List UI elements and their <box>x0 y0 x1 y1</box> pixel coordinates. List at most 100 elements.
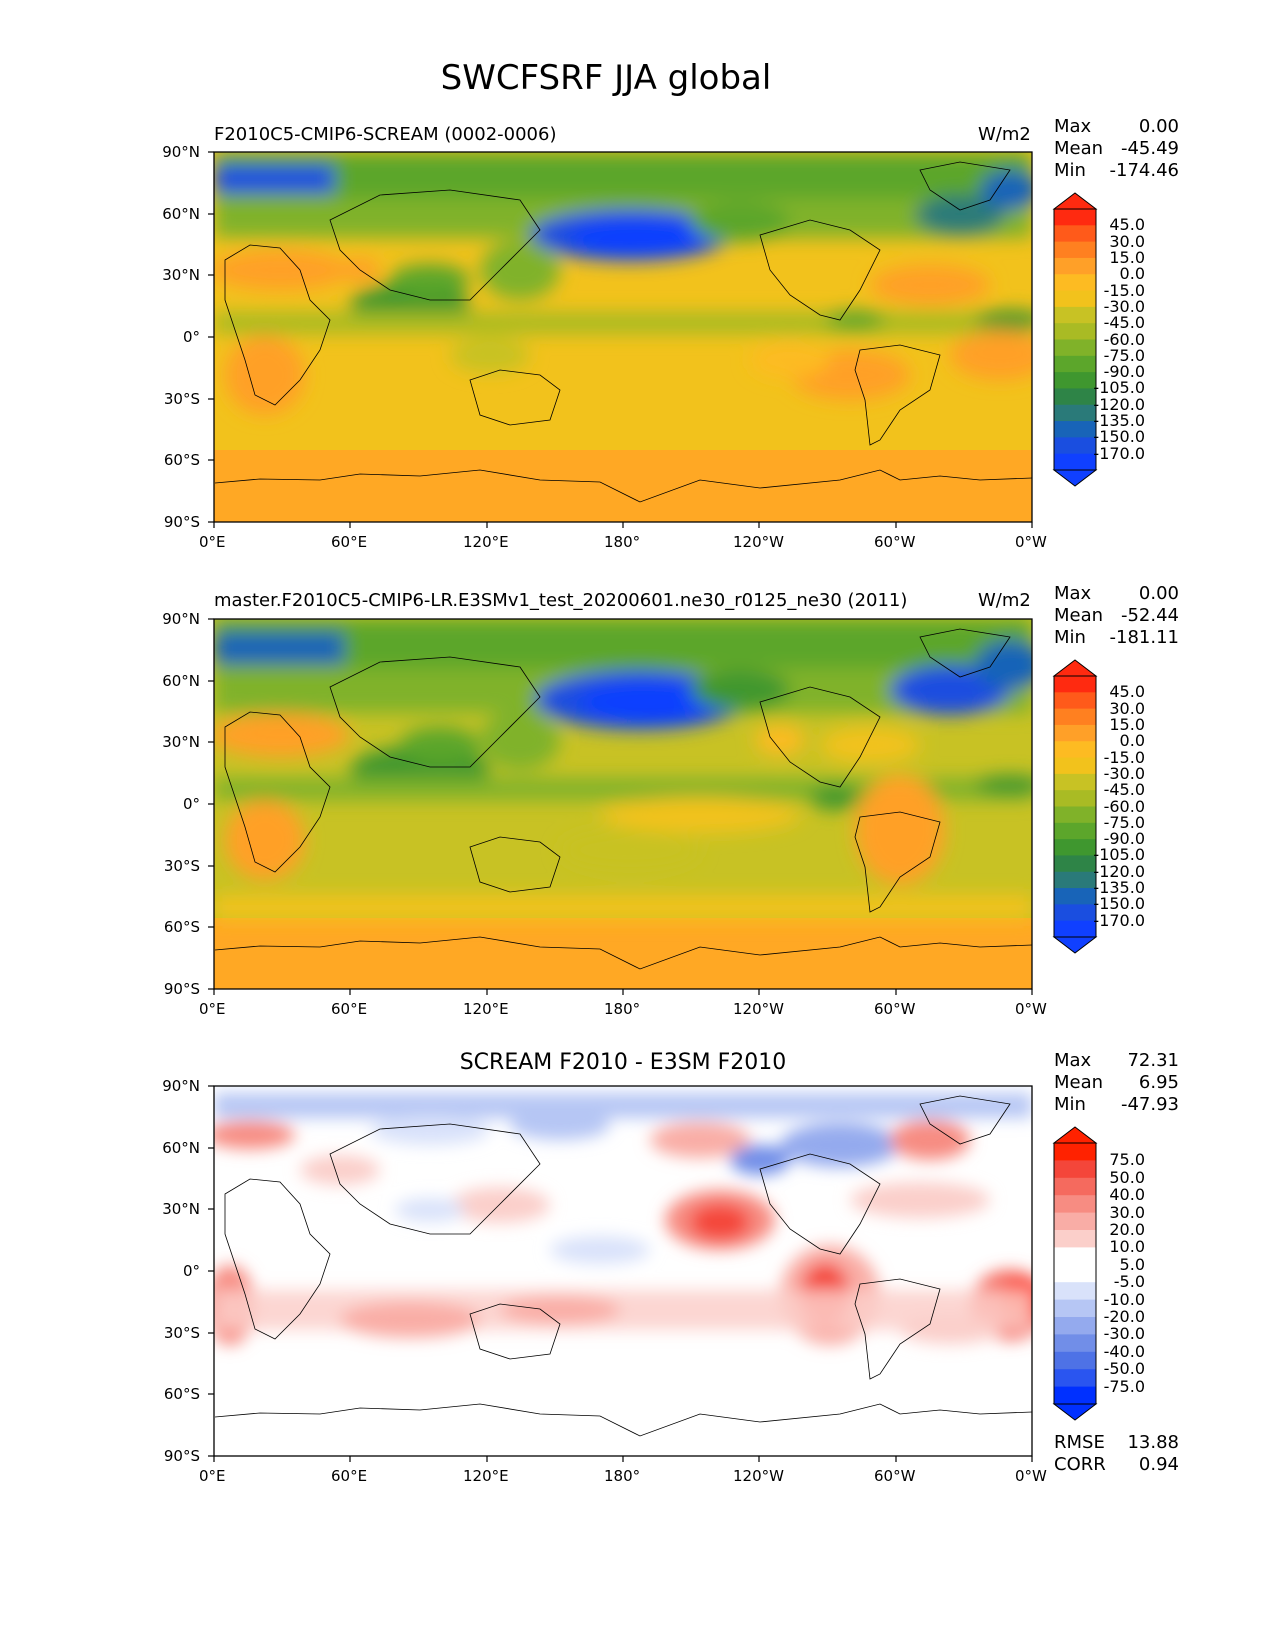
colorbar-tick-label: -170.0 <box>1093 443 1145 463</box>
panel3-colorbar <box>1052 1126 1098 1421</box>
panel3-lon-label-0w: 0°W <box>1015 1467 1047 1485</box>
panel3-lon-label-180: 180° <box>604 1467 641 1485</box>
panel1-lon-label-180: 180° <box>604 533 641 551</box>
panel3-lon-label-60e: 60°E <box>331 1467 368 1485</box>
panel1-coastlines <box>214 161 1032 503</box>
colorbar-tick-label: -5.0 <box>1113 1272 1145 1292</box>
colorbar-segment <box>1054 839 1096 857</box>
colorbar-tick-label: 30.0 <box>1109 698 1145 718</box>
colorbar-segment <box>1054 871 1096 889</box>
panel2-lat-label-60n: 60°N <box>162 672 200 690</box>
colorbar-tick-label: -105.0 <box>1093 378 1145 398</box>
colorbar-tick-label: 5.0 <box>1119 1254 1145 1274</box>
colorbar-tick-label: -60.0 <box>1103 329 1145 349</box>
panel1-lon-label-60e: 60°E <box>331 533 368 551</box>
panel1-lon-label-120e: 120°E <box>463 533 509 551</box>
panel2-lon-label-120w: 120°W <box>733 1000 784 1018</box>
colorbar-tick-label: -120.0 <box>1093 394 1145 414</box>
panel2-lon-label-180: 180° <box>604 1000 641 1018</box>
panel2-coastlines <box>214 628 1032 970</box>
panel3-corr-label: CORR <box>1054 1454 1106 1475</box>
colorbar-tick-label: -150.0 <box>1093 427 1145 447</box>
colorbar-segment <box>1054 822 1096 840</box>
colorbar-tick-label: 75.0 <box>1109 1150 1145 1170</box>
panel1-lat-label-90s: 90°S <box>163 513 200 531</box>
panel3-lon-label-120e: 120°E <box>463 1467 509 1485</box>
colorbar-segment <box>1054 888 1096 905</box>
colorbar-tick-label: 10.0 <box>1109 1237 1145 1257</box>
panel1-mean-value: -45.49 <box>1120 138 1179 159</box>
colorbar-segment <box>1054 421 1096 438</box>
colorbar-segment <box>1054 1160 1096 1179</box>
colorbar-segment <box>1054 323 1096 341</box>
panel2-max-label: Max <box>1054 583 1092 604</box>
colorbar-segment <box>1054 676 1096 693</box>
colorbar-tick-label: 50.0 <box>1109 1167 1145 1187</box>
panel1-min-value: -174.46 <box>1109 160 1179 181</box>
panel2-lon-label-60e: 60°E <box>331 1000 368 1018</box>
panel3-corr-value: 0.94 <box>1138 1454 1179 1475</box>
panel1-lon-label-0w: 0°W <box>1015 533 1047 551</box>
panel2-units: W/m2 <box>978 590 1031 611</box>
panel1-min-label: Min <box>1054 160 1086 181</box>
colorbar-segment <box>1054 274 1096 292</box>
colorbar-segment <box>1054 1143 1096 1161</box>
panel2-lat-label-30s: 30°S <box>163 857 200 875</box>
colorbar-segment <box>1054 724 1096 742</box>
panel3-lon-label-60w: 60°W <box>874 1467 916 1485</box>
colorbar-segment <box>1054 1369 1096 1388</box>
colorbar-tick-label: 30.0 <box>1109 1202 1145 1222</box>
panel2-tick-marks <box>208 618 1033 995</box>
colorbar-tick-label: -30.0 <box>1103 763 1145 783</box>
colorbar-tick-label: 15.0 <box>1109 247 1145 267</box>
panel3-mean-value: 6.95 <box>1138 1072 1179 1093</box>
colorbar-tick-label: -135.0 <box>1093 411 1145 431</box>
panel3-lat-label-0: 0° <box>182 1262 200 1280</box>
colorbar-tick-label: -75.0 <box>1103 345 1145 365</box>
panel1-left-title: F2010C5-CMIP6-SCREAM (0002-0006) <box>214 124 557 145</box>
colorbar-tick-label: 30.0 <box>1109 231 1145 251</box>
colorbar-segment <box>1054 453 1096 471</box>
colorbar-tick-label: -60.0 <box>1103 796 1145 816</box>
panel2-mean-value: -52.44 <box>1120 605 1179 626</box>
panel3-center-title: SCREAM F2010 - E3SM F2010 <box>459 1050 787 1075</box>
panel3-min-label: Min <box>1054 1094 1086 1115</box>
colorbar-tick-label: -75.0 <box>1103 812 1145 832</box>
colorbar-tick-label: -45.0 <box>1103 313 1145 333</box>
panel3-min-value: -47.93 <box>1120 1094 1179 1115</box>
panel1-lon-label-0e: 0°E <box>199 533 226 551</box>
colorbar-tick-label: -105.0 <box>1093 845 1145 865</box>
colorbar-segment <box>1054 1247 1096 1266</box>
colorbar-tick-label: -120.0 <box>1093 861 1145 881</box>
colorbar-tick-label: 20.0 <box>1109 1220 1145 1239</box>
panel2-min-label: Min <box>1054 627 1086 648</box>
colorbar-segment <box>1054 257 1096 275</box>
panel1-lat-label-0: 0° <box>182 328 200 346</box>
colorbar-segment <box>1054 920 1096 938</box>
colorbar-segment <box>1054 904 1096 922</box>
colorbar-segment <box>1054 790 1096 808</box>
colorbar-segment <box>1054 1264 1096 1283</box>
panel3-max-value: 72.31 <box>1127 1050 1179 1071</box>
panel3-lat-label-30n: 30°N <box>162 1200 200 1218</box>
colorbar-tick-label: 45.0 <box>1109 215 1145 235</box>
panel2-lon-label-0w: 0°W <box>1015 1000 1047 1018</box>
colorbar-segment <box>1054 855 1096 873</box>
colorbar-segment <box>1054 708 1096 726</box>
panel1-mean-label: Mean <box>1054 138 1104 159</box>
colorbar-segment <box>1054 1195 1096 1214</box>
colorbar-segment <box>1054 209 1096 226</box>
colorbar-tick-label: -50.0 <box>1103 1359 1145 1379</box>
colorbar-tick-label: -170.0 <box>1093 910 1145 930</box>
panel2-mean-label: Mean <box>1054 605 1104 626</box>
colorbar-segment <box>1054 806 1096 824</box>
colorbar-tick-label: 40.0 <box>1109 1185 1145 1205</box>
colorbar-segment <box>1054 1334 1096 1353</box>
panel1-lat-label-30s: 30°S <box>163 390 200 408</box>
panel3-max-label: Max <box>1054 1050 1092 1071</box>
panel2-lat-label-0: 0° <box>182 795 200 813</box>
colorbar-segment <box>1054 306 1096 324</box>
panel2-lon-label-60w: 60°W <box>874 1000 916 1018</box>
panel1-colorbar <box>1052 192 1098 487</box>
colorbar-segment <box>1054 1177 1096 1196</box>
